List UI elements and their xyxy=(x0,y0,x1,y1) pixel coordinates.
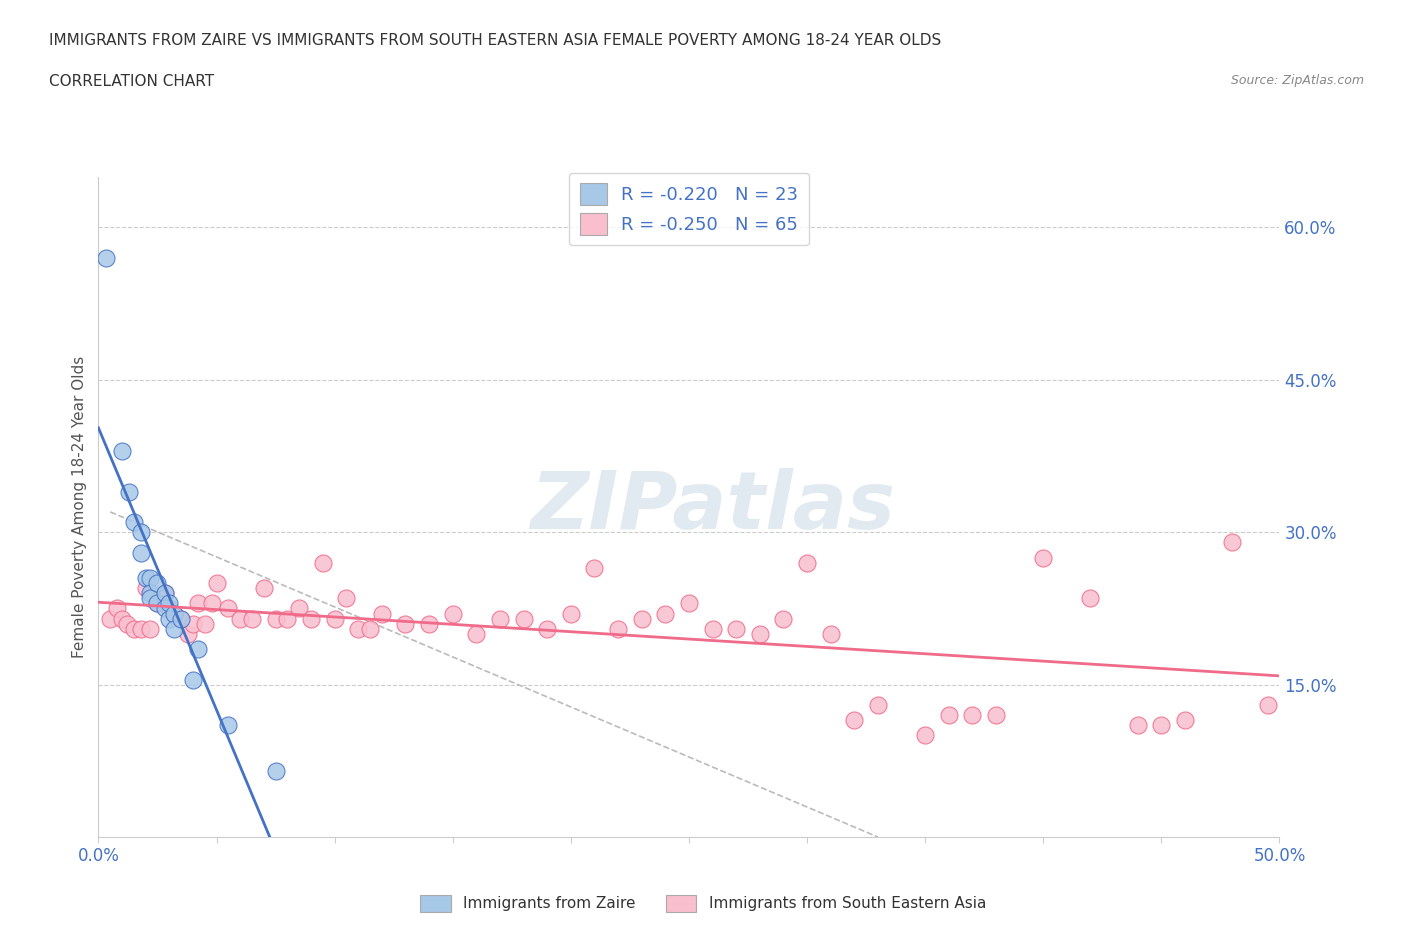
Point xyxy=(984,708,1007,723)
Point xyxy=(170,611,193,626)
Point xyxy=(359,621,381,636)
Point xyxy=(181,672,204,687)
Point xyxy=(1032,551,1054,565)
Point xyxy=(157,601,180,616)
Point xyxy=(299,611,322,626)
Point xyxy=(844,712,866,727)
Point xyxy=(146,596,169,611)
Point xyxy=(465,627,488,642)
Text: ZIPatlas: ZIPatlas xyxy=(530,468,896,546)
Point xyxy=(111,444,134,458)
Point xyxy=(115,617,138,631)
Point xyxy=(146,596,169,611)
Point xyxy=(820,627,842,642)
Point xyxy=(962,708,984,723)
Point xyxy=(157,596,180,611)
Point xyxy=(118,485,141,499)
Point xyxy=(135,570,157,585)
Point xyxy=(122,514,145,529)
Point xyxy=(560,606,582,621)
Point xyxy=(177,627,200,642)
Text: CORRELATION CHART: CORRELATION CHART xyxy=(49,74,214,89)
Point xyxy=(194,617,217,631)
Point xyxy=(323,611,346,626)
Point xyxy=(253,580,276,595)
Point xyxy=(111,611,134,626)
Point xyxy=(607,621,630,636)
Point xyxy=(94,250,117,265)
Point xyxy=(1080,591,1102,605)
Point xyxy=(229,611,252,626)
Point xyxy=(163,621,186,636)
Point xyxy=(335,591,357,605)
Point xyxy=(153,586,176,601)
Point xyxy=(181,617,204,631)
Point xyxy=(276,611,298,626)
Point xyxy=(347,621,370,636)
Point xyxy=(796,555,818,570)
Point xyxy=(748,627,770,642)
Point xyxy=(139,591,162,605)
Point xyxy=(170,611,193,626)
Point xyxy=(1126,718,1149,733)
Point xyxy=(489,611,512,626)
Point xyxy=(702,621,724,636)
Point xyxy=(583,561,606,576)
Point xyxy=(129,525,152,539)
Point xyxy=(240,611,263,626)
Point xyxy=(512,611,534,626)
Point xyxy=(536,621,558,636)
Point xyxy=(217,601,239,616)
Point xyxy=(1150,718,1173,733)
Point xyxy=(187,596,209,611)
Point xyxy=(914,728,936,743)
Point xyxy=(163,606,186,621)
Point xyxy=(201,596,224,611)
Point xyxy=(122,621,145,636)
Point xyxy=(654,606,676,621)
Point xyxy=(264,611,287,626)
Point xyxy=(139,586,162,601)
Legend: Immigrants from Zaire, Immigrants from South Eastern Asia: Immigrants from Zaire, Immigrants from S… xyxy=(413,889,993,918)
Text: Source: ZipAtlas.com: Source: ZipAtlas.com xyxy=(1230,74,1364,87)
Legend: R = -0.220   N = 23, R = -0.250   N = 65: R = -0.220 N = 23, R = -0.250 N = 65 xyxy=(569,173,808,246)
Point xyxy=(129,545,152,560)
Point xyxy=(371,606,394,621)
Text: IMMIGRANTS FROM ZAIRE VS IMMIGRANTS FROM SOUTH EASTERN ASIA FEMALE POVERTY AMONG: IMMIGRANTS FROM ZAIRE VS IMMIGRANTS FROM… xyxy=(49,33,942,47)
Point xyxy=(264,764,287,778)
Point xyxy=(866,698,889,712)
Point xyxy=(139,570,162,585)
Point xyxy=(938,708,960,723)
Point xyxy=(105,601,128,616)
Point xyxy=(630,611,652,626)
Point xyxy=(163,606,186,621)
Point xyxy=(288,601,311,616)
Point xyxy=(135,580,157,595)
Point xyxy=(153,586,176,601)
Point xyxy=(157,611,180,626)
Point xyxy=(187,642,209,657)
Point xyxy=(139,621,162,636)
Point xyxy=(725,621,748,636)
Point xyxy=(678,596,700,611)
Point xyxy=(217,718,239,733)
Point xyxy=(394,617,416,631)
Point xyxy=(1257,698,1279,712)
Point xyxy=(312,555,335,570)
Point xyxy=(129,621,152,636)
Point xyxy=(1174,712,1197,727)
Point xyxy=(1220,535,1243,550)
Point xyxy=(205,576,228,591)
Point xyxy=(418,617,440,631)
Point xyxy=(98,611,121,626)
Point xyxy=(153,601,176,616)
Y-axis label: Female Poverty Among 18-24 Year Olds: Female Poverty Among 18-24 Year Olds xyxy=(72,356,87,658)
Point xyxy=(441,606,464,621)
Point xyxy=(772,611,794,626)
Point xyxy=(146,576,169,591)
